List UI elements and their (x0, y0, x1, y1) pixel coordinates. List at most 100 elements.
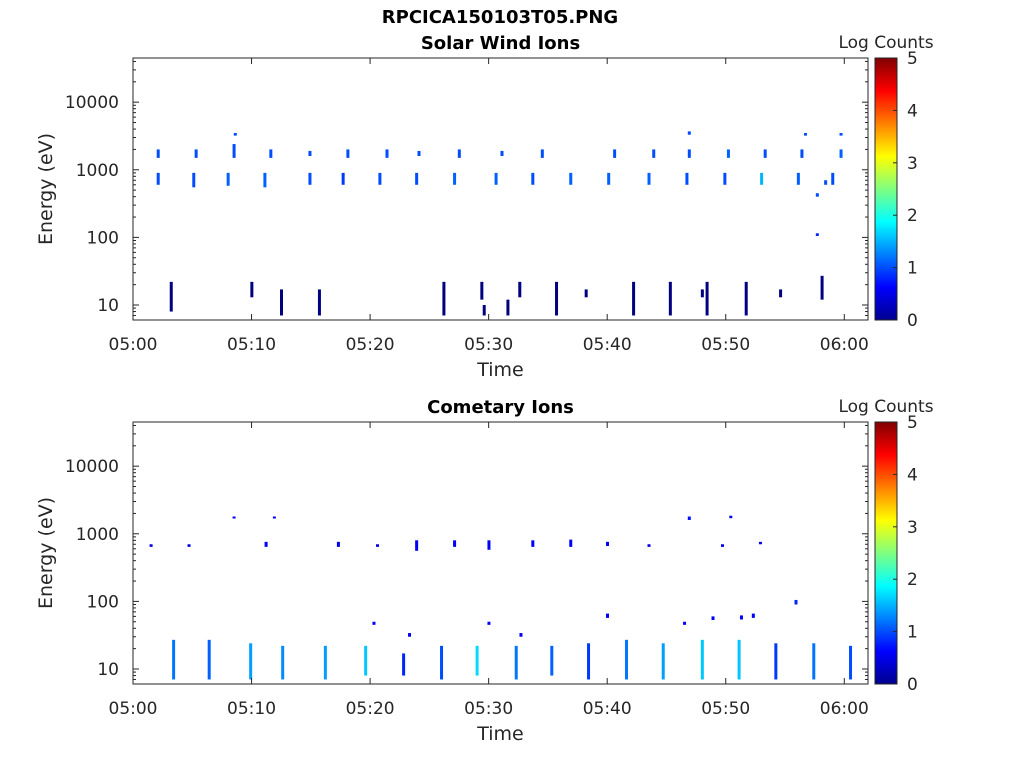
heatmap-cell (442, 281, 446, 316)
plot-frame (132, 421, 869, 685)
heatmap-cell (417, 150, 421, 156)
heatmap-cell (569, 539, 573, 547)
heatmap-cell (723, 172, 727, 185)
heatmap-cell (487, 621, 491, 625)
heatmap-cell (763, 149, 767, 158)
heatmap-cell (687, 516, 691, 520)
heatmap-cell (346, 149, 350, 158)
heatmap-cell (700, 639, 704, 680)
heatmap-cell (555, 281, 559, 316)
heatmap-cell (194, 149, 198, 158)
heatmap-cell (803, 132, 807, 136)
heatmap-cell (372, 621, 376, 625)
heatmap-cell (849, 645, 853, 680)
panel-title: Solar Wind Ions (421, 33, 580, 54)
heatmap-cell (815, 193, 819, 197)
y-axis-label: Energy (eV) (35, 133, 57, 245)
figure-title: RPCICA150103T05.PNG (381, 7, 619, 28)
heatmap-cell (272, 516, 276, 519)
heatmap-cell (800, 149, 804, 158)
heatmap-cell (606, 541, 610, 546)
heatmap-cell (169, 281, 173, 312)
heatmap-cell (249, 643, 253, 680)
heatmap-cell (607, 172, 611, 185)
heatmap-cell (156, 149, 160, 158)
heatmap-cell (172, 639, 176, 680)
heatmap-cell (744, 281, 748, 316)
heatmap-cells (149, 515, 853, 680)
heatmap-cell (323, 645, 327, 680)
x-tick-label: 05:30 (464, 699, 513, 719)
x-tick-label: 06:00 (820, 335, 869, 355)
heatmap-cell (839, 132, 843, 136)
heatmap-cell (751, 613, 755, 618)
heatmap-cell (721, 544, 724, 547)
colorbar (874, 57, 898, 321)
heatmap-cell (415, 172, 419, 185)
heatmap-cell (317, 289, 321, 316)
heatmap-cells (156, 131, 843, 316)
heatmap-cell (606, 613, 610, 618)
heatmap-cell (729, 515, 733, 519)
colorbar-tick-label: 4 (907, 465, 918, 485)
x-tick-label: 05:50 (701, 699, 750, 719)
x-axis-label: Time (476, 723, 524, 745)
colorbar-label: Log Counts (838, 397, 933, 417)
y-axis-label: Energy (eV) (35, 497, 57, 609)
heatmap-cell (376, 544, 380, 547)
heatmap-cell (263, 172, 267, 188)
heatmap-cell (683, 621, 687, 625)
heatmap-cell (812, 643, 816, 680)
colorbar-tick-label: 5 (907, 49, 918, 69)
heatmap-cell (494, 172, 498, 185)
colorbar-tick-label: 0 (907, 311, 918, 331)
heatmap-cell (685, 172, 689, 185)
heatmap-cell (364, 645, 368, 676)
heatmap-cell (378, 172, 382, 185)
heatmap-cell (500, 150, 504, 156)
heatmap-cell (149, 544, 153, 547)
heatmap-cell (668, 281, 672, 316)
heatmap-cell (226, 172, 230, 186)
x-tick-label: 05:50 (701, 335, 750, 355)
x-tick-label: 06:00 (820, 699, 869, 719)
heatmap-cell (760, 172, 764, 185)
heatmap-cell (831, 172, 835, 185)
heatmap-cell (187, 544, 191, 547)
heatmap-cell (613, 149, 617, 158)
heatmap-cell (711, 616, 715, 621)
x-tick-label: 05:00 (109, 335, 158, 355)
x-axis-label: Time (476, 359, 524, 381)
heatmap-cell (308, 172, 312, 185)
heatmap-cell (705, 281, 709, 316)
heatmap-cell (281, 645, 285, 680)
x-tick-label: 05:20 (346, 699, 395, 719)
x-tick-label: 05:10 (227, 335, 276, 355)
heatmap-cell (475, 645, 479, 676)
heatmap-cell (264, 541, 268, 547)
heatmap-cell (457, 149, 461, 158)
x-tick-label: 05:40 (583, 335, 632, 355)
heatmap-cell (531, 540, 535, 547)
x-tick-label: 05:20 (346, 335, 395, 355)
colorbar-tick-label: 1 (907, 623, 918, 643)
plot-frame (132, 57, 869, 321)
x-tick-label: 05:00 (109, 699, 158, 719)
heatmap-cell (308, 150, 312, 156)
y-tick-label: 10000 (65, 457, 119, 477)
y-tick-label: 10000 (65, 93, 119, 113)
heatmap-cell (796, 172, 800, 185)
panel-1: 05:00 05:10 05:20 05:30 05:40 05:50 06:0010100… (35, 33, 934, 381)
heatmap-cell (531, 172, 535, 185)
heatmap-cell (540, 149, 544, 158)
heatmap-cell (587, 643, 591, 680)
heatmap-cell (569, 172, 573, 185)
heatmap-cell (758, 541, 762, 545)
heatmap-cell (480, 281, 484, 300)
heatmap-cell (779, 289, 783, 298)
heatmap-cell (453, 540, 457, 547)
y-tick-label: 10 (97, 296, 119, 316)
heatmap-cell (487, 540, 491, 550)
colorbar-tick-label: 5 (907, 413, 918, 433)
